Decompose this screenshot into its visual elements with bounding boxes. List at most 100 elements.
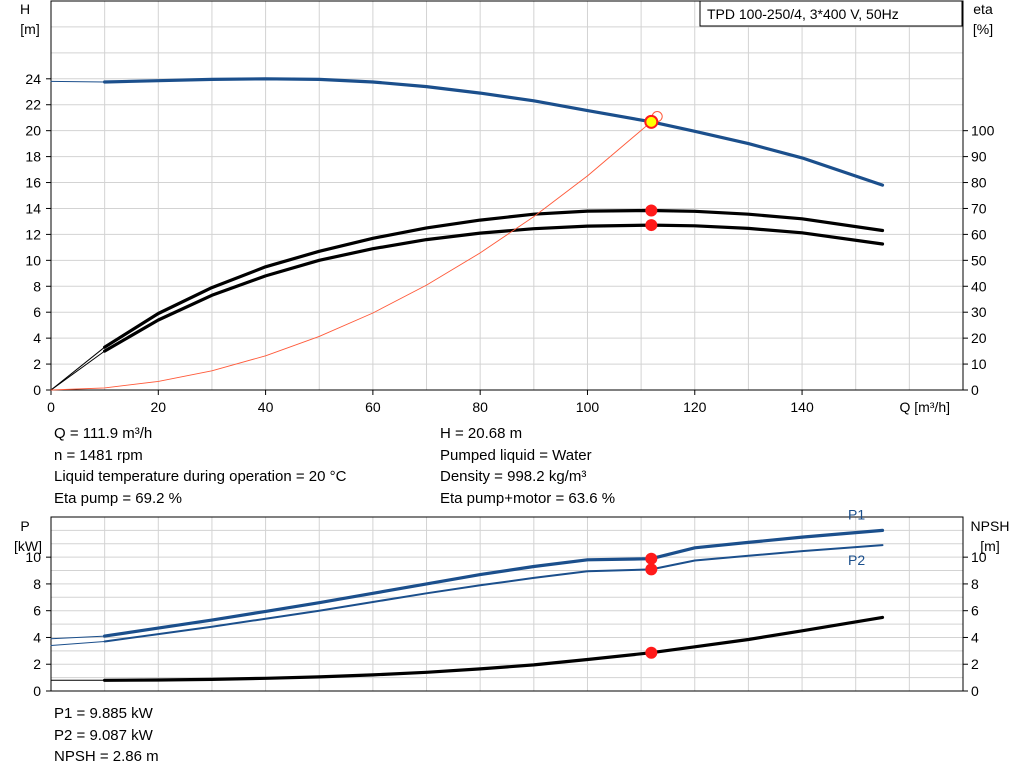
y2-axis-unit: [%] bbox=[973, 21, 993, 37]
head-curve bbox=[50, 80, 106, 83]
bottom-chart-series-labels: P1 P2 bbox=[848, 506, 865, 568]
y2-tick-label: 60 bbox=[971, 226, 987, 242]
y-tick-label: 16 bbox=[25, 175, 41, 191]
y-tick-label: 4 bbox=[33, 330, 41, 346]
y2-tick-label: 10 bbox=[971, 356, 987, 372]
info-p1: P1 = 9.885 kW bbox=[54, 705, 153, 722]
y2-tick-label: 0 bbox=[971, 683, 979, 699]
series-label-p1: P1 bbox=[848, 506, 865, 522]
x-tick-label: 40 bbox=[258, 399, 274, 415]
y-tick-label: 2 bbox=[33, 656, 41, 672]
top-chart-series bbox=[50, 77, 885, 391]
y2-tick-label: 50 bbox=[971, 252, 987, 268]
y2-tick-label: 8 bbox=[971, 576, 979, 592]
y2-tick-label: 70 bbox=[971, 200, 987, 216]
y-tick-label: 20 bbox=[25, 123, 41, 139]
y2-tick-label: 10 bbox=[971, 549, 987, 565]
bottom-chart-axes: 0 2 4 6 8 10 0 2 4 6 8 10 P [kW] NPSH [m] bbox=[14, 518, 1009, 699]
info-eta-pump: Eta pump = 69.2 % bbox=[54, 489, 182, 507]
y-tick-label: 4 bbox=[33, 629, 41, 645]
info-flow: Q = 111.9 m³/h bbox=[54, 425, 153, 442]
y-tick-label: 24 bbox=[25, 71, 41, 87]
y-axis-unit: [kW] bbox=[14, 538, 42, 554]
y-axis-label: P bbox=[20, 518, 29, 534]
x-tick-label: 140 bbox=[790, 399, 814, 415]
x-tick-label: 120 bbox=[683, 399, 707, 415]
x-tick-label: 80 bbox=[472, 399, 488, 415]
system-curve bbox=[50, 116, 658, 391]
y2-axis-label: eta bbox=[973, 1, 993, 17]
y2-tick-label: 0 bbox=[971, 382, 979, 398]
info-npsh: NPSH = 2.86 m bbox=[54, 748, 159, 765]
top-chart-points bbox=[644, 111, 663, 232]
info-liquid-temperature: Liquid temperature during operation = 20… bbox=[54, 468, 347, 485]
p2-curve bbox=[103, 544, 884, 643]
title-box: TPD 100-250/4, 3*400 V, 50Hz bbox=[699, 0, 963, 27]
y-tick-label: 0 bbox=[33, 683, 41, 699]
x-tick-label: 60 bbox=[365, 399, 381, 415]
efficiency-curve bbox=[50, 346, 106, 391]
info-p2: P2 = 9.087 kW bbox=[54, 726, 153, 744]
duty-point-marker bbox=[645, 219, 658, 232]
duty-point-marker bbox=[645, 204, 658, 217]
info-left: Q = 111.9 m³/h n = 1481 rpm Liquid tempe… bbox=[54, 423, 346, 509]
operating-point bbox=[644, 114, 659, 129]
y-tick-label: 12 bbox=[25, 226, 41, 242]
x-axis-label: Q [m³/h] bbox=[899, 399, 950, 415]
top-chart: 0246810121416182022240102030405060708090… bbox=[20, 0, 995, 415]
p1-curve bbox=[50, 635, 106, 640]
top-chart-axes: 0246810121416182022240102030405060708090… bbox=[20, 1, 995, 415]
duty-point-marker bbox=[645, 646, 658, 659]
top-chart-grid bbox=[51, 1, 963, 390]
info-right: H = 20.68 m Pumped liquid = Water Densit… bbox=[440, 423, 615, 509]
bottom-chart-grid bbox=[51, 517, 963, 691]
duty-point-marker bbox=[645, 552, 658, 565]
y2-tick-label: 4 bbox=[971, 629, 979, 645]
x-tick-label: 20 bbox=[151, 399, 167, 415]
info-pumped-liquid: Pumped liquid = Water bbox=[440, 446, 592, 464]
bottom-chart: 0 2 4 6 8 10 0 2 4 6 8 10 P [kW] NPSH [m] P1 P2 bbox=[14, 506, 1009, 699]
y-tick-label: 8 bbox=[33, 278, 41, 294]
series-label-p2: P2 bbox=[848, 552, 865, 568]
y2-tick-label: 40 bbox=[971, 278, 987, 294]
info-eta-pump-motor: Eta pump+motor = 63.6 % bbox=[440, 489, 616, 507]
title-box-text: TPD 100-250/4, 3*400 V, 50Hz bbox=[707, 6, 899, 22]
p1-curve bbox=[103, 528, 885, 638]
y-tick-label: 14 bbox=[25, 200, 41, 216]
y-tick-label: 10 bbox=[25, 252, 41, 268]
y2-tick-label: 2 bbox=[971, 656, 979, 672]
head-curve bbox=[103, 77, 885, 187]
y-tick-label: 22 bbox=[25, 97, 41, 113]
efficiency-curve bbox=[103, 223, 885, 353]
y-tick-label: 6 bbox=[33, 603, 41, 619]
y2-axis-label: NPSH bbox=[971, 518, 1010, 534]
y-tick-label: 2 bbox=[33, 356, 41, 372]
y2-tick-label: 6 bbox=[971, 603, 979, 619]
info-speed: n = 1481 rpm bbox=[54, 446, 143, 464]
y-axis-unit: [m] bbox=[20, 21, 39, 37]
bottom-chart-points bbox=[645, 552, 658, 659]
y2-tick-label: 20 bbox=[971, 330, 987, 346]
y2-axis-unit: [m] bbox=[980, 538, 999, 554]
y2-tick-label: 80 bbox=[971, 175, 987, 191]
p2-curve bbox=[50, 641, 106, 646]
y-axis-label: H bbox=[20, 1, 30, 17]
y-tick-label: 8 bbox=[33, 576, 41, 592]
bottom-chart-series bbox=[50, 528, 885, 682]
y2-tick-label: 100 bbox=[971, 123, 995, 139]
info-head: H = 20.68 m bbox=[440, 425, 523, 442]
x-tick-label: 100 bbox=[576, 399, 600, 415]
x-tick-label: 0 bbox=[47, 399, 55, 415]
top-chart-frame bbox=[50, 0, 964, 391]
info-density: Density = 998.2 kg/m³ bbox=[440, 468, 587, 485]
y-tick-label: 18 bbox=[25, 149, 41, 165]
y-tick-label: 10 bbox=[25, 549, 41, 565]
y-tick-label: 6 bbox=[33, 304, 41, 320]
duty-point-marker bbox=[645, 563, 658, 576]
npsh-curve bbox=[103, 615, 885, 682]
bottom-chart-frame bbox=[50, 516, 964, 692]
efficiency-curve bbox=[103, 208, 885, 349]
efficiency-curve bbox=[50, 350, 106, 391]
y-tick-label: 0 bbox=[33, 382, 41, 398]
